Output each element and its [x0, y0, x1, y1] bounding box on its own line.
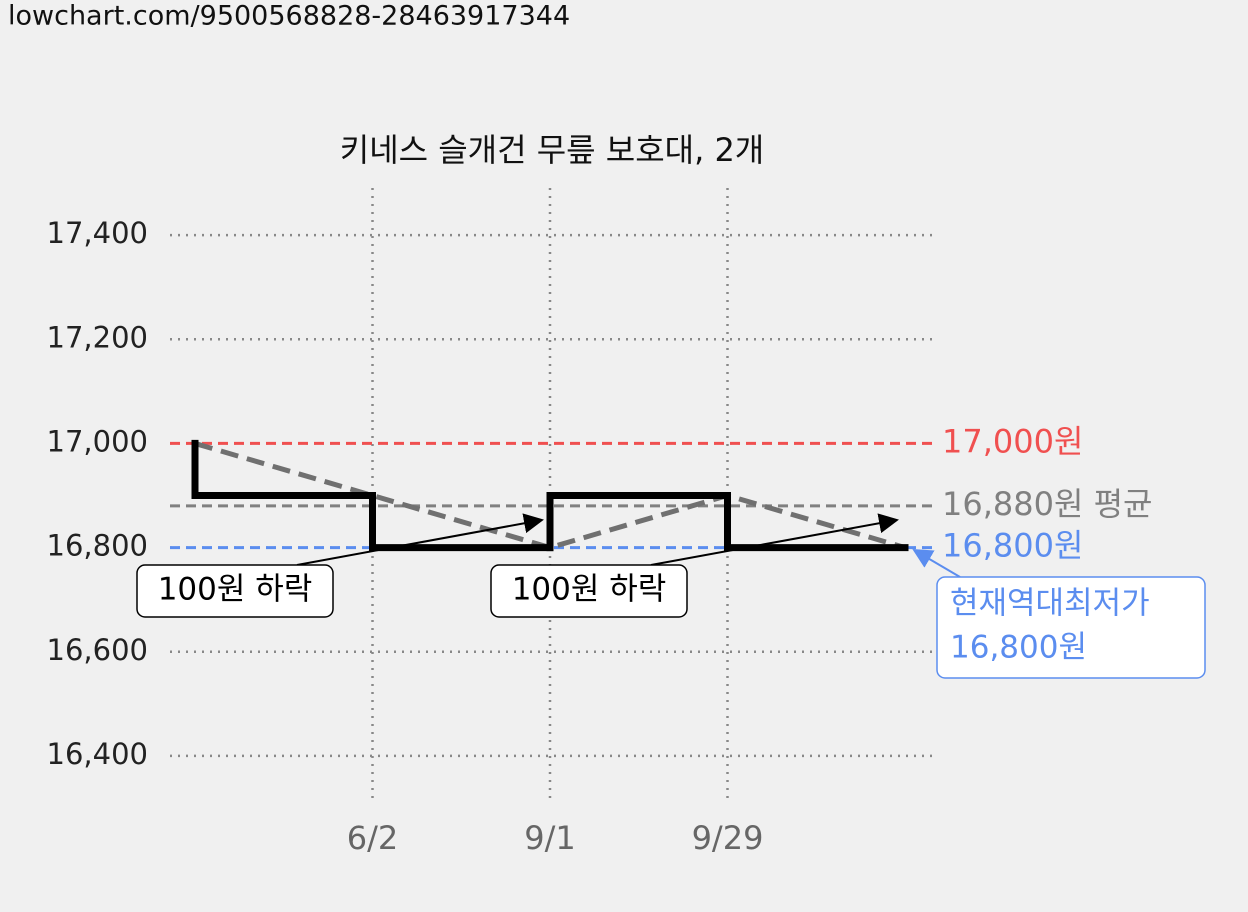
reference-label: 16,800원	[942, 527, 1083, 565]
y-tick-label: 17,400	[47, 216, 148, 250]
reference-label: 17,000원	[942, 422, 1083, 460]
url: lowchart.com/9500568828-28463917344	[8, 1, 570, 32]
y-tick-label: 16,800	[47, 529, 148, 563]
callout-text: 현재역대최저가	[950, 586, 1150, 622]
y-tick-label: 16,400	[47, 737, 148, 771]
callout-arrow	[912, 548, 961, 578]
chart-title: 키네스 슬개건 무릎 보호대, 2개	[340, 131, 765, 169]
y-tick-label: 16,600	[47, 633, 148, 667]
annotation-box	[490, 564, 688, 618]
x-tick-label: 9/1	[524, 819, 576, 857]
y-tick-label: 17,200	[47, 320, 148, 354]
annotation-text: 100원 하락	[512, 572, 667, 608]
y-tick-label: 17,000	[47, 424, 148, 458]
annotation-arrow	[650, 513, 899, 566]
reference-label: 16,880원 평균	[942, 485, 1152, 523]
x-tick-label: 9/29	[692, 819, 764, 857]
callout-box	[936, 576, 1206, 679]
trend-line	[194, 441, 906, 551]
callout-text: 16,800원	[950, 630, 1087, 666]
x-tick-label: 6/2	[347, 819, 399, 857]
annotation-box	[136, 564, 334, 618]
annotation-arrow	[296, 513, 544, 566]
annotation-text: 100원 하락	[158, 572, 313, 608]
